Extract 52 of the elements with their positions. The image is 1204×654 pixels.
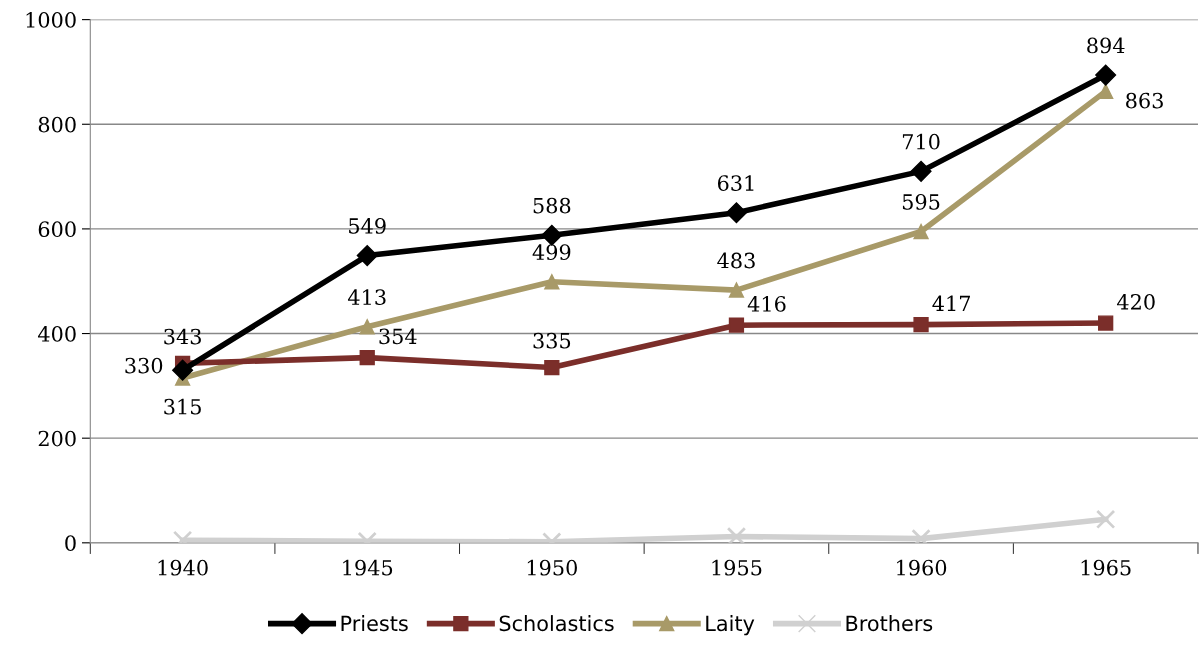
- point: [1098, 315, 1114, 331]
- y-tick-label: 0: [65, 535, 76, 552]
- point: [359, 349, 375, 366]
- y-tick-label: 400: [37, 325, 76, 342]
- data-label: 315: [164, 398, 201, 415]
- data-label: 343: [164, 328, 201, 345]
- legend-label: Priests: [341, 615, 408, 632]
- legend-label: Laity: [706, 615, 755, 636]
- point: [913, 223, 929, 240]
- point: [913, 317, 929, 333]
- data-label: 631: [717, 175, 754, 191]
- x-tick-label: 1960: [897, 559, 947, 576]
- x-tick-label: 1945: [343, 559, 393, 576]
- data-label: 413: [347, 289, 386, 306]
- legend-label: Brothers: [846, 615, 933, 632]
- data-label: 549: [349, 218, 386, 234]
- x-tick-label: 1940: [158, 559, 208, 576]
- y-tick-label: 600: [38, 221, 76, 238]
- y-tick-label: 200: [38, 430, 76, 447]
- data-label: 354: [379, 328, 417, 345]
- data-label: 595: [902, 194, 940, 210]
- point: [359, 319, 375, 335]
- point: [356, 245, 378, 267]
- data-label: 894: [1087, 37, 1125, 54]
- point: [728, 317, 745, 333]
- data-label: 863: [1126, 92, 1163, 109]
- point: [1095, 509, 1116, 529]
- point: [1098, 83, 1114, 99]
- y-tick-label: 800: [38, 116, 76, 133]
- x-tick-label: 1950: [527, 559, 577, 576]
- data-label: 335: [533, 332, 571, 349]
- data-label: 416: [747, 296, 786, 312]
- data-label: 499: [532, 244, 571, 261]
- point: [541, 224, 563, 246]
- legend-label: Scholastics: [499, 615, 614, 632]
- data-label: 420: [1116, 293, 1155, 310]
- x-tick-label: 1955: [712, 559, 762, 576]
- point: [725, 202, 747, 224]
- point: [544, 359, 560, 376]
- data-label: 417: [932, 295, 970, 311]
- point: [910, 160, 932, 182]
- point: [172, 359, 194, 381]
- point: [1095, 64, 1117, 86]
- data-label: 588: [533, 197, 571, 214]
- x-tick-label: 1965: [1081, 559, 1131, 576]
- point: [544, 274, 560, 290]
- data-label: 710: [902, 133, 940, 150]
- point: [728, 282, 745, 298]
- y-tick-label: 1000: [26, 12, 76, 28]
- point: [726, 526, 747, 543]
- data-label: 330: [125, 357, 163, 374]
- data-label: 483: [717, 252, 755, 269]
